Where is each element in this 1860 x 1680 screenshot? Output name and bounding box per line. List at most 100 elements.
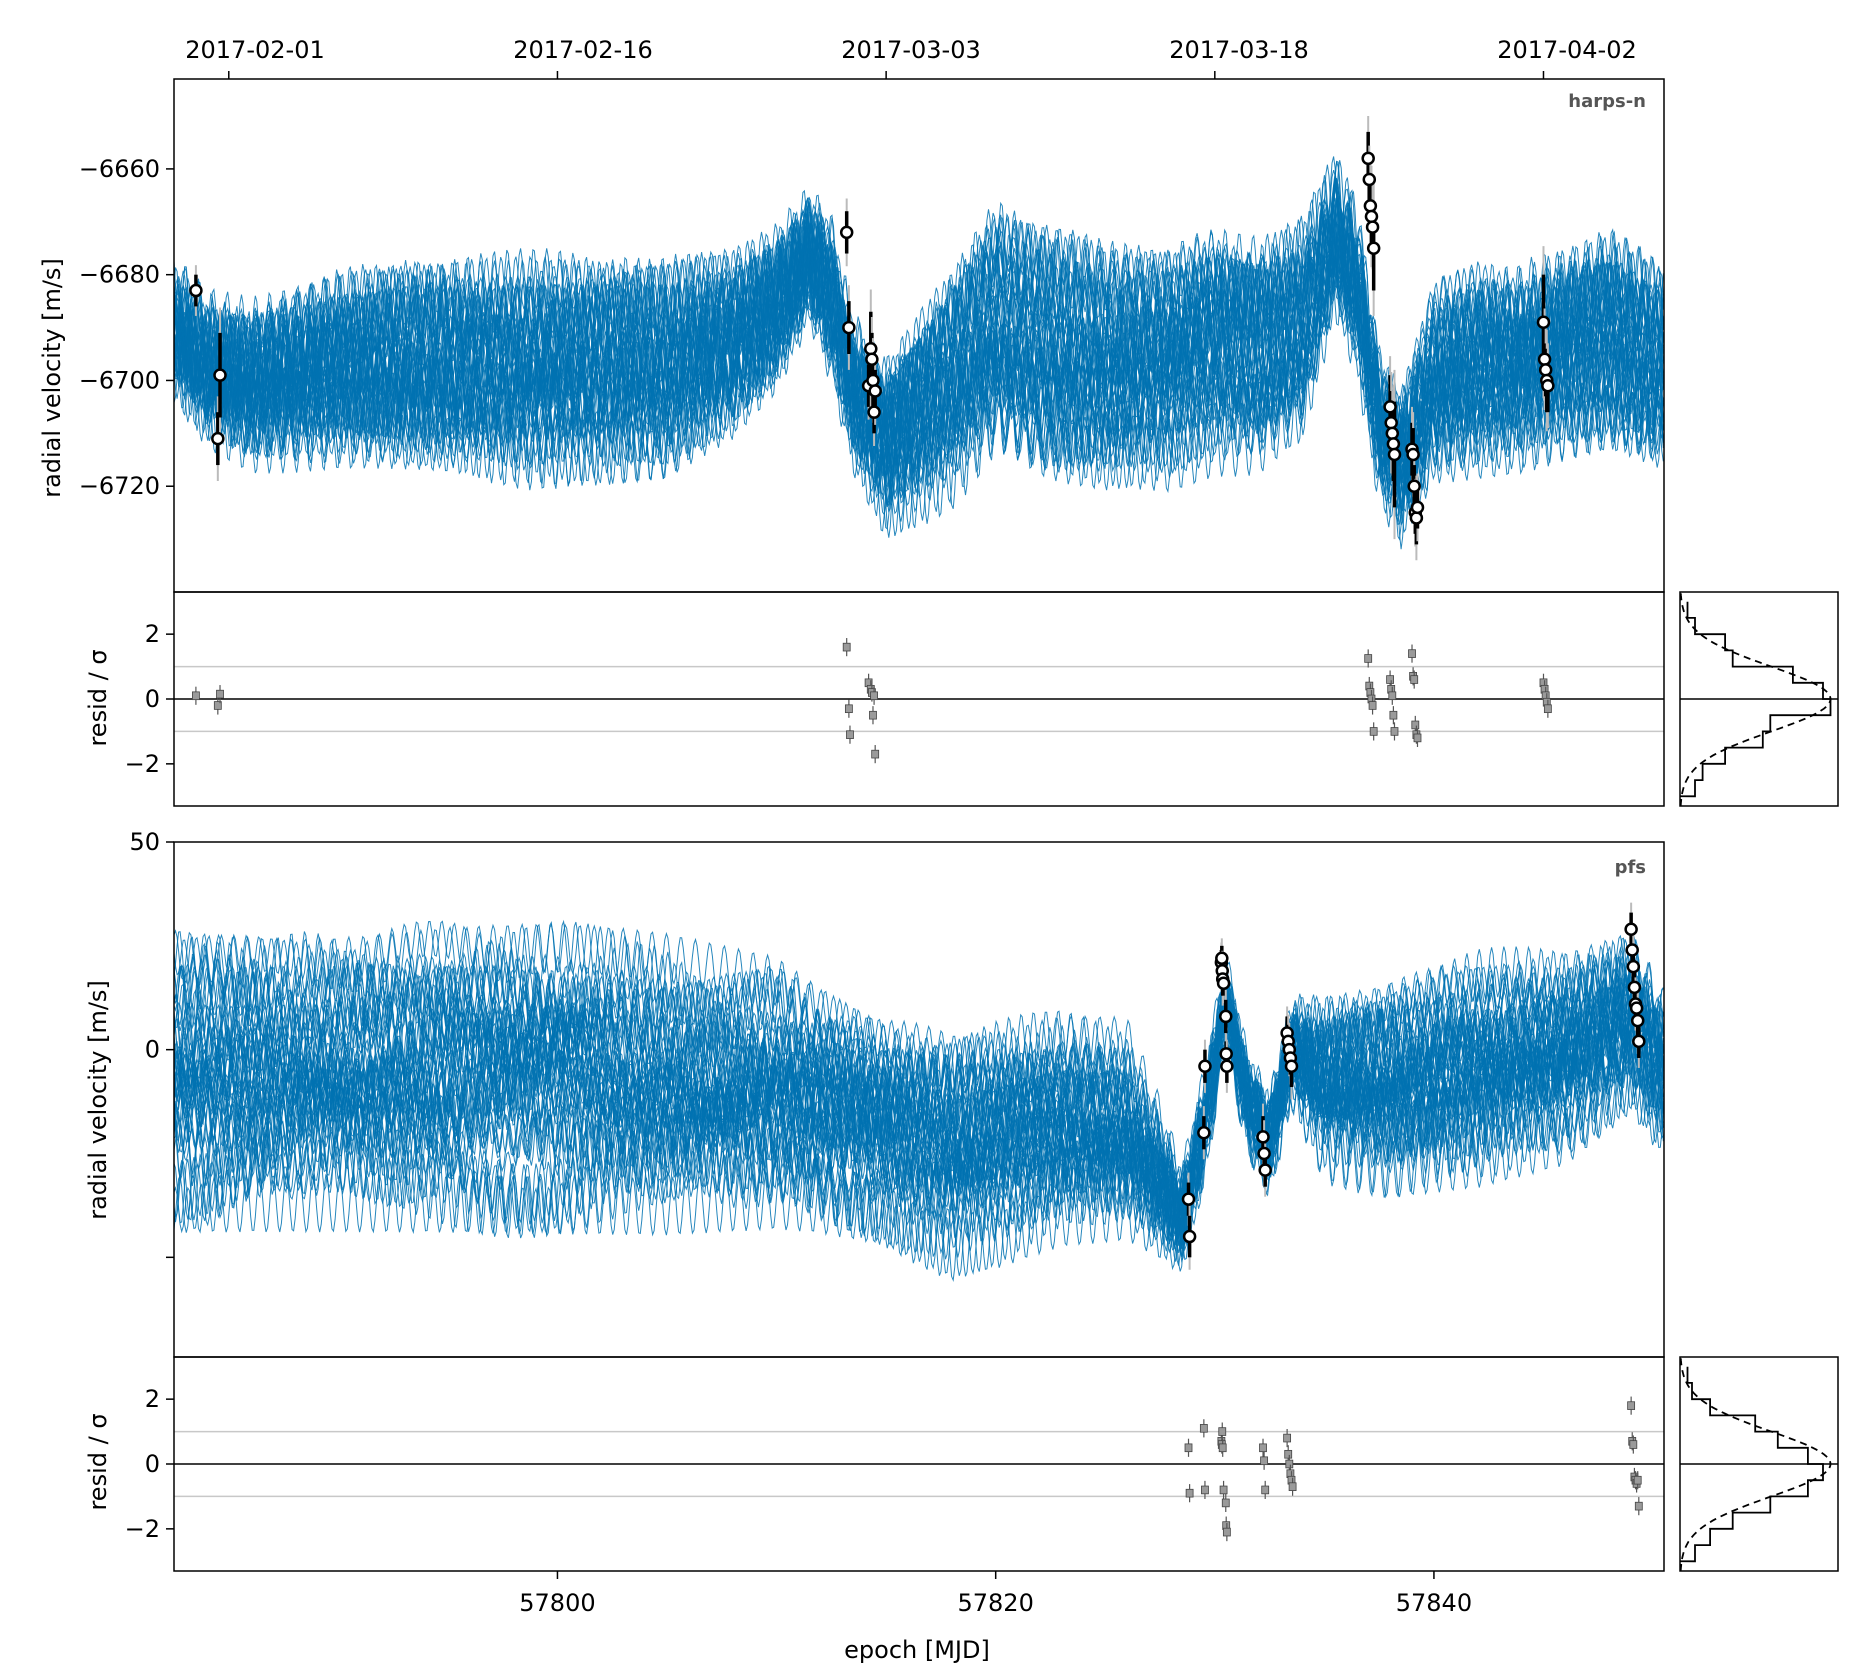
model-curve [174, 1018, 1664, 1283]
resid-box [1369, 727, 1378, 736]
obs-point [1632, 1034, 1646, 1049]
resid-box [1633, 1475, 1642, 1485]
resid-box [1408, 649, 1416, 658]
resid-box [870, 691, 878, 701]
model-curve [174, 1023, 1664, 1266]
obs-point [1629, 1001, 1644, 1015]
resid-box [1221, 1498, 1230, 1508]
obs-point [864, 341, 878, 356]
histogram-steps [1679, 1366, 1824, 1563]
resid-box [1627, 1401, 1636, 1410]
model-curves [174, 919, 1664, 1283]
resid-box [1386, 675, 1395, 684]
resid-box [869, 710, 877, 720]
obs-point [1220, 1059, 1234, 1074]
resid-box [1389, 710, 1398, 720]
obs-point [1366, 241, 1381, 255]
resid-box [1199, 1424, 1208, 1433]
normal-reference-curve [1679, 591, 1832, 807]
obs-point [1284, 1059, 1299, 1074]
x-tick-label: 57840 [1396, 1589, 1472, 1617]
resid-box [1283, 1433, 1292, 1443]
resid-box [1222, 1527, 1231, 1537]
obs-point [1258, 1163, 1272, 1177]
obs-point [867, 405, 881, 419]
model-curve [174, 983, 1664, 1223]
y-tick-label: −6700 [79, 366, 160, 394]
resid-box [1184, 1443, 1193, 1453]
obs-point [1384, 416, 1398, 430]
resid-box [1543, 704, 1552, 714]
obs-point [1197, 1125, 1211, 1140]
obs-point [868, 384, 882, 398]
obs-point [1364, 209, 1379, 224]
y-tick-label: −6680 [79, 261, 160, 289]
pfs-rv-panel: 0 50 [129, 828, 1665, 1358]
obs-point [1536, 315, 1551, 330]
obs-point [1256, 1130, 1270, 1144]
obs-point [1362, 172, 1377, 187]
resid-box [1218, 1427, 1227, 1436]
harps-resid-panel: −2 0 2 [125, 591, 1665, 807]
obs-point [1537, 352, 1552, 367]
resid-box [1284, 1449, 1293, 1459]
instrument-label-harps: harps-n [1568, 91, 1646, 112]
y-tick-label: −6720 [79, 472, 160, 500]
obs-point [839, 225, 854, 240]
model-curve [174, 969, 1664, 1215]
obs-point [1630, 1013, 1645, 1028]
resid-box [1259, 1443, 1267, 1453]
obs-point [1407, 479, 1421, 493]
normal-reference-curve [1679, 1356, 1832, 1572]
resid-box [1629, 1440, 1638, 1449]
obs-point [1624, 922, 1638, 936]
y-tick-label: −6660 [79, 155, 160, 183]
model-curve [174, 920, 1664, 1223]
x-tick-label: 57820 [958, 1589, 1034, 1617]
resid-box [1410, 675, 1419, 684]
resid-box [1368, 701, 1377, 710]
obs-point [866, 373, 880, 388]
model-curve [174, 919, 1664, 1209]
resid-box [1411, 720, 1420, 730]
y-tick-label: 0 [145, 685, 160, 713]
obs-point [1182, 1229, 1197, 1244]
resid-box [1390, 727, 1399, 736]
model-curves [174, 156, 1664, 550]
model-curve [174, 169, 1664, 434]
pfs-resid-ylabel: resid / σ [84, 1413, 112, 1510]
obs-point [1385, 426, 1400, 441]
resid-box [1185, 1488, 1194, 1498]
harps-resid-ylabel: resid / σ [84, 649, 112, 746]
obs-point [1365, 220, 1380, 234]
resid-box [842, 642, 851, 652]
obs-point [1361, 151, 1375, 166]
resid-box [1261, 1485, 1270, 1495]
obs-point [1409, 511, 1424, 525]
instrument-label-pfs: pfs [1615, 857, 1646, 878]
harps-rv-panel: −6720 −6700 −6680 −6660 [79, 78, 1665, 593]
obs-point [1626, 959, 1641, 974]
obs-point [865, 352, 879, 367]
harps-hist-panel [1679, 591, 1839, 807]
resid-box [213, 701, 222, 710]
obs-point [1627, 980, 1642, 995]
top-date-tick-label: 2017-03-18 [1169, 36, 1308, 64]
obs-point [1386, 437, 1401, 451]
resid-box [1218, 1443, 1227, 1453]
x-axis-label: epoch [MJD] [844, 1636, 990, 1664]
top-date-tick-label: 2017-02-16 [513, 36, 652, 64]
harps-rv-ylabel: radial velocity [m/s] [38, 258, 66, 498]
resid-box [1413, 733, 1422, 743]
obs-point [211, 431, 225, 446]
obs-point [1541, 378, 1555, 393]
resid-box [1634, 1501, 1643, 1511]
y-tick-label: −2 [125, 750, 160, 778]
y-tick-label: 2 [145, 1385, 160, 1413]
obs-point [1383, 400, 1397, 414]
model-curve [174, 196, 1664, 502]
model-curve [174, 1030, 1664, 1276]
obs-point [1215, 951, 1229, 966]
top-date-tick-label: 2017-02-01 [185, 36, 324, 64]
